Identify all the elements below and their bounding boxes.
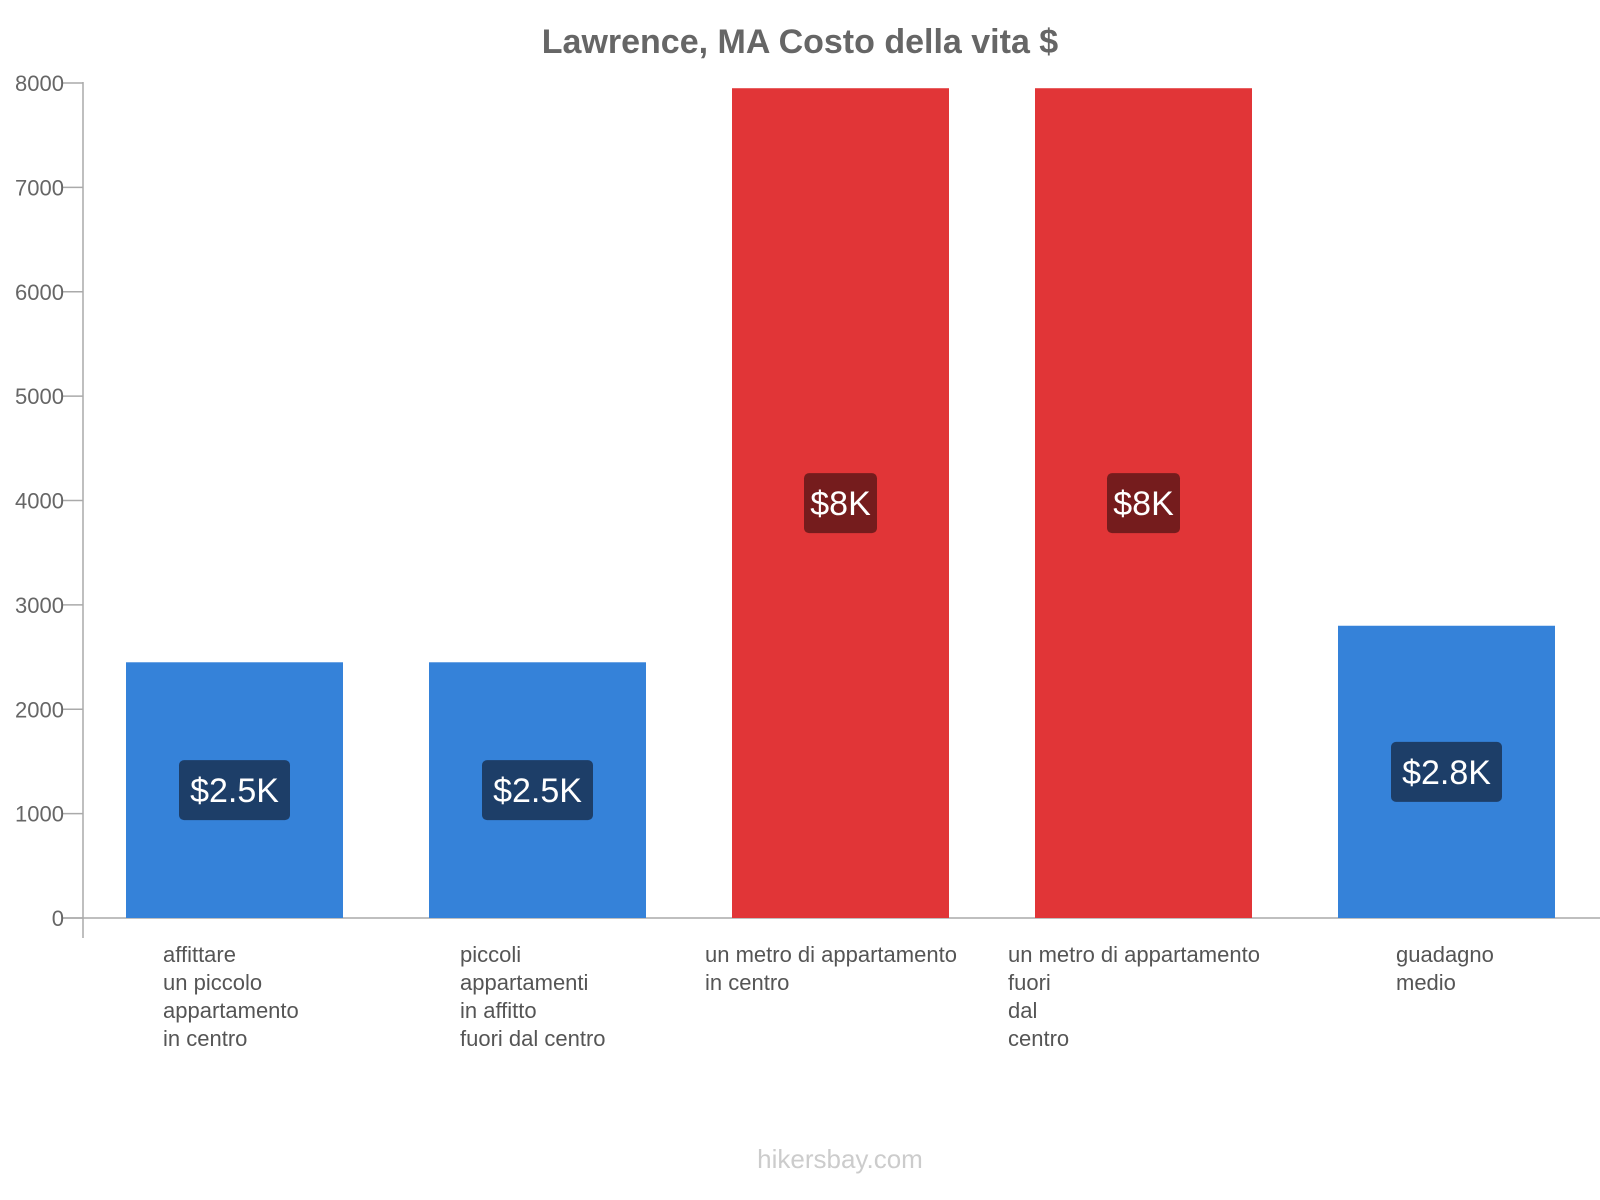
data-label-box <box>1391 741 1502 802</box>
footer-watermark: hikersbay.com <box>757 1144 923 1174</box>
y-tick-label: 5000 <box>15 384 64 409</box>
x-tick-label: un metro di appartamento <box>705 942 957 967</box>
x-tick-label: piccoli <box>460 942 521 967</box>
x-tick-label: fuori dal centro <box>460 1026 606 1051</box>
y-tick-label: 4000 <box>15 489 64 514</box>
y-tick-label: 7000 <box>15 175 64 200</box>
y-tick-label: 2000 <box>15 697 64 722</box>
x-tick-label: in centro <box>163 1026 247 1051</box>
data-label: $2.5K <box>493 772 582 810</box>
data-label: $8K <box>1113 485 1174 523</box>
x-tick-label: fuori <box>1008 970 1051 995</box>
data-label-box <box>1107 473 1180 534</box>
y-tick-label: 8000 <box>15 71 64 96</box>
x-tick-label: affittare <box>163 942 236 967</box>
x-axis-labels: affittare un piccolo appartamento in centro… <box>163 942 1494 1051</box>
y-tick-label: 3000 <box>15 593 64 618</box>
x-tick-label: un piccolo <box>163 970 262 995</box>
x-tick-label: appartamento <box>163 998 299 1023</box>
data-label: $2.8K <box>1402 754 1491 792</box>
y-axis-ticks: 0 1000 2000 3000 4000 5000 6000 7000 8000 <box>15 71 83 931</box>
x-tick-label: un metro di appartamento <box>1008 942 1260 967</box>
chart-title: Lawrence, MA Costo della vita $ <box>542 23 1059 61</box>
y-tick-label: 6000 <box>15 280 64 305</box>
x-tick-label: centro <box>1008 1026 1069 1051</box>
x-tick-label: in centro <box>705 970 789 995</box>
x-tick-label: in affitto <box>460 998 537 1023</box>
x-tick-label: appartamenti <box>460 970 588 995</box>
x-tick-label: guadagno <box>1396 942 1494 967</box>
data-label-box <box>179 760 290 821</box>
data-label: $2.5K <box>190 772 279 810</box>
x-tick-label: dal <box>1008 998 1037 1023</box>
y-tick-label: 0 <box>52 906 64 931</box>
data-label-box <box>482 760 593 821</box>
data-label-box <box>804 473 877 534</box>
bars-group: $2.5K $2.5K $8K $8K $2.8K <box>126 88 1555 918</box>
data-label: $8K <box>810 485 871 523</box>
x-tick-label: medio <box>1396 970 1456 995</box>
y-tick-label: 1000 <box>15 802 64 827</box>
